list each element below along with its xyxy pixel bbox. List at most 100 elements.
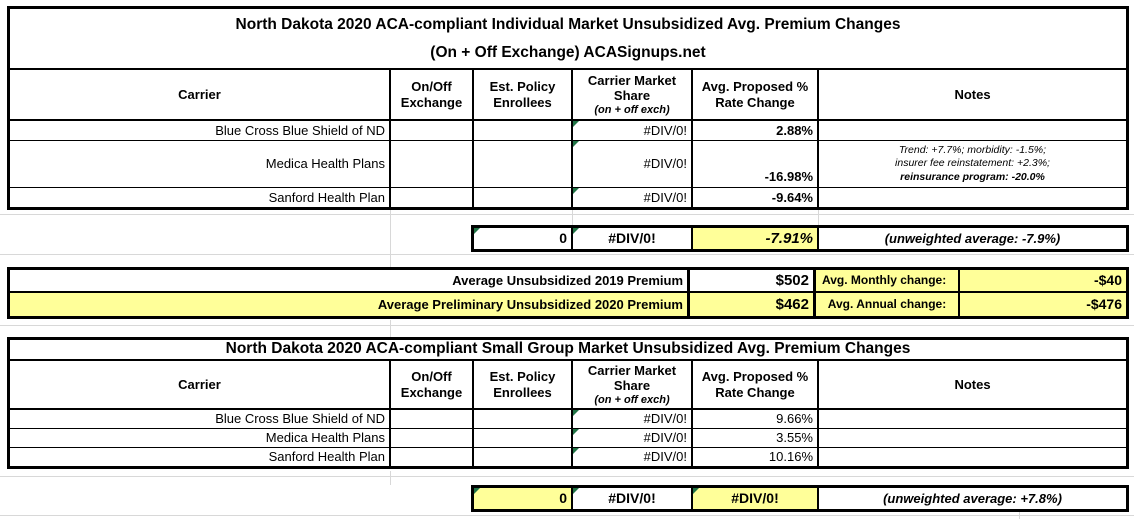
individual-table-title-line2: (On + Off Exchange) ACASignups.net <box>430 43 706 61</box>
market-share-cell[interactable]: #DIV/0! <box>573 121 693 140</box>
market-share-cell[interactable]: #DIV/0! <box>573 448 693 466</box>
exchange-cell[interactable] <box>391 429 474 447</box>
rate-change-cell[interactable]: -9.64% <box>693 188 819 207</box>
small-group-title-cell[interactable]: North Dakota 2020 ACA-compliant Small Gr… <box>10 340 1126 361</box>
small-group-totals-row: 0 #DIV/0! #DIV/0! (unweighted average: +… <box>471 485 1129 512</box>
annual-change-value-cell[interactable]: -$476 <box>960 293 1126 316</box>
annual-change-label-cell[interactable]: Avg. Annual change: <box>816 293 960 316</box>
gridline <box>0 325 1134 326</box>
gridline <box>572 210 573 226</box>
total-rate-change-cell[interactable]: -7.91% <box>693 228 819 249</box>
enrollees-cell[interactable] <box>474 121 573 140</box>
enrollees-cell[interactable] <box>474 448 573 466</box>
header-enrollees[interactable]: Est. Policy Enrollees <box>474 70 573 119</box>
market-share-cell[interactable]: #DIV/0! <box>573 141 693 187</box>
rate-change-cell[interactable]: 2.88% <box>693 121 819 140</box>
premium-summary-block: Average Unsubsidized 2019 Premium $502 A… <box>7 267 1129 319</box>
carrier-cell[interactable]: Medica Health Plans <box>10 141 391 187</box>
market-share-cell[interactable]: #DIV/0! <box>573 410 693 428</box>
header-market-share-sub: (on + off exch) <box>594 394 670 407</box>
enrollees-cell[interactable] <box>474 429 573 447</box>
header-carrier[interactable]: Carrier <box>10 361 391 408</box>
carrier-cell[interactable]: Blue Cross Blue Shield of ND <box>10 410 391 428</box>
carrier-cell[interactable]: Medica Health Plans <box>10 429 391 447</box>
summary-row-2019: Average Unsubsidized 2019 Premium $502 A… <box>10 270 1126 293</box>
rate-change-cell[interactable]: 3.55% <box>693 429 819 447</box>
notes-cell[interactable] <box>819 188 1126 207</box>
header-market-share[interactable]: Carrier Market Share (on + off exch) <box>573 70 693 119</box>
exchange-cell[interactable] <box>391 410 474 428</box>
error-indicator-icon <box>573 410 579 416</box>
summary-2019-label-cell[interactable]: Average Unsubsidized 2019 Premium <box>10 270 690 291</box>
table-row: Sanford Health Plan #DIV/0! -9.64% <box>10 188 1126 207</box>
note-line: insurer fee reinstatement: +2.3%; <box>895 157 1050 170</box>
notes-cell[interactable] <box>819 121 1126 140</box>
small-group-title-line1: North Dakota 2020 ACA-compliant Small Gr… <box>225 340 911 358</box>
individual-market-table: North Dakota 2020 ACA-compliant Individu… <box>7 6 1129 210</box>
gridline <box>818 210 819 226</box>
error-indicator-icon <box>474 228 480 234</box>
error-indicator-icon <box>573 448 579 454</box>
individual-table-title-cell[interactable]: North Dakota 2020 ACA-compliant Individu… <box>10 9 1126 70</box>
table-row: Medica Health Plans #DIV/0! -16.98% Tren… <box>10 141 1126 188</box>
total-enrollees-cell[interactable]: 0 <box>474 228 573 249</box>
header-carrier[interactable]: Carrier <box>10 70 391 119</box>
header-enrollees[interactable]: Est. Policy Enrollees <box>474 361 573 408</box>
gridline <box>0 254 1134 255</box>
unweighted-average-cell[interactable]: (unweighted average: +7.8%) <box>883 490 1062 506</box>
notes-cell[interactable] <box>819 429 1126 447</box>
market-share-cell[interactable]: #DIV/0! <box>573 188 693 207</box>
total-market-share-cell[interactable]: #DIV/0! <box>573 488 693 509</box>
exchange-cell[interactable] <box>391 121 474 140</box>
error-indicator-icon <box>573 488 579 494</box>
rate-change-cell[interactable]: -16.98% <box>693 141 819 187</box>
error-indicator-icon <box>573 141 579 147</box>
monthly-change-value-cell[interactable]: -$40 <box>960 270 1126 291</box>
header-notes[interactable]: Notes <box>954 86 991 102</box>
error-indicator-icon <box>573 228 579 234</box>
header-rate-change[interactable]: Avg. Proposed % Rate Change <box>693 70 819 119</box>
gridline <box>0 515 1134 516</box>
header-exchange[interactable]: On/Off Exchange <box>391 70 474 119</box>
exchange-cell[interactable] <box>391 141 474 187</box>
rate-change-cell[interactable]: 9.66% <box>693 410 819 428</box>
header-market-share[interactable]: Carrier Market Share (on + off exch) <box>573 361 693 408</box>
summary-2020-value-cell[interactable]: $462 <box>690 293 816 316</box>
notes-cell[interactable]: Trend: +7.7%; morbidity: -1.5%; insurer … <box>819 141 1126 187</box>
table-row: Medica Health Plans #DIV/0! 3.55% <box>10 429 1126 448</box>
error-indicator-icon <box>474 488 480 494</box>
carrier-cell[interactable]: Sanford Health Plan <box>10 448 391 466</box>
exchange-cell[interactable] <box>391 188 474 207</box>
error-indicator-icon <box>573 429 579 435</box>
summary-2019-value-cell[interactable]: $502 <box>690 270 816 291</box>
summary-2020-label-cell[interactable]: Average Preliminary Unsubsidized 2020 Pr… <box>10 293 690 316</box>
notes-cell[interactable] <box>819 448 1126 466</box>
market-share-cell[interactable]: #DIV/0! <box>573 429 693 447</box>
gridline <box>390 471 391 485</box>
header-notes[interactable]: Notes <box>954 376 991 392</box>
notes-cell[interactable] <box>819 410 1126 428</box>
header-exchange[interactable]: On/Off Exchange <box>391 361 474 408</box>
rate-change-cell[interactable]: 10.16% <box>693 448 819 466</box>
enrollees-cell[interactable] <box>474 141 573 187</box>
enrollees-cell[interactable] <box>474 188 573 207</box>
header-market-share-main: Carrier Market Share <box>587 362 677 394</box>
total-market-share-cell[interactable]: #DIV/0! <box>573 228 693 249</box>
monthly-change-label-cell[interactable]: Avg. Monthly change: <box>816 270 960 291</box>
individual-totals-row: 0 #DIV/0! -7.91% (unweighted average: -7… <box>471 225 1129 252</box>
gridline <box>390 210 391 268</box>
header-market-share-main: Carrier Market Share <box>587 72 677 104</box>
carrier-cell[interactable]: Sanford Health Plan <box>10 188 391 207</box>
table-row: Sanford Health Plan #DIV/0! 10.16% <box>10 448 1126 466</box>
total-rate-change-cell[interactable]: #DIV/0! <box>693 488 819 509</box>
enrollees-cell[interactable] <box>474 410 573 428</box>
gridline <box>0 476 1134 477</box>
carrier-cell[interactable]: Blue Cross Blue Shield of ND <box>10 121 391 140</box>
exchange-cell[interactable] <box>391 448 474 466</box>
total-enrollees-cell[interactable]: 0 <box>474 488 573 509</box>
header-rate-change[interactable]: Avg. Proposed % Rate Change <box>693 361 819 408</box>
small-group-table: North Dakota 2020 ACA-compliant Small Gr… <box>7 337 1129 469</box>
unweighted-average-cell[interactable]: (unweighted average: -7.9%) <box>884 230 1061 246</box>
table-row: Blue Cross Blue Shield of ND #DIV/0! 2.8… <box>10 121 1126 141</box>
